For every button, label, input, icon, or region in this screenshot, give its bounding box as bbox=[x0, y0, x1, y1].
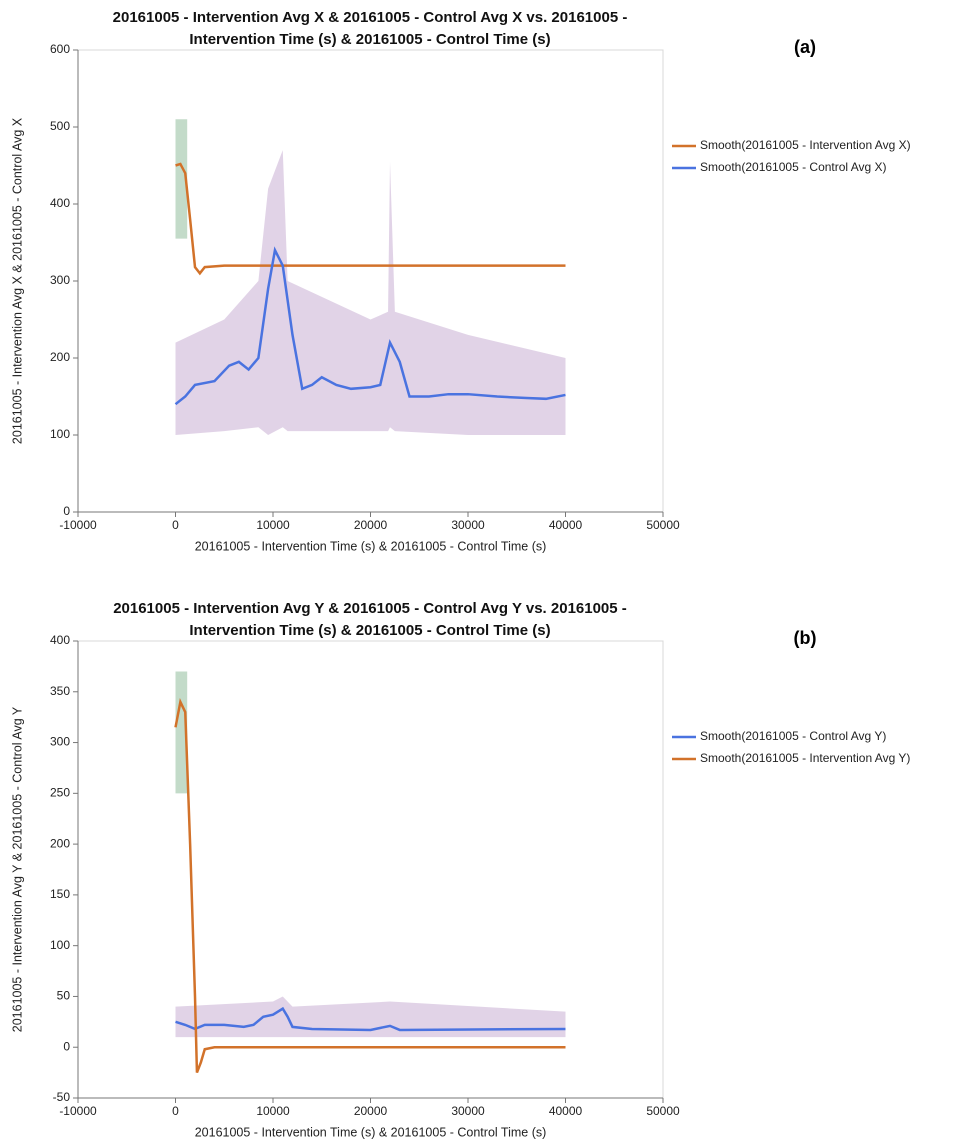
x-tick-label: 10000 bbox=[256, 518, 290, 532]
x-tick-label: 0 bbox=[172, 1104, 179, 1118]
y-tick-label: 50 bbox=[57, 989, 71, 1003]
x-tick-label: 20000 bbox=[354, 1104, 388, 1118]
y-tick-label: 350 bbox=[50, 684, 70, 698]
point-cloud bbox=[175, 996, 566, 1038]
x-tick-label: 50000 bbox=[646, 518, 680, 532]
y-tick-label: 150 bbox=[50, 887, 70, 901]
smooth-line bbox=[174, 246, 566, 406]
y-tick-label: 100 bbox=[50, 427, 70, 441]
x-axis-title: 20161005 - Intervention Time (s) & 20161… bbox=[195, 539, 547, 553]
x-tick-label: -10000 bbox=[59, 518, 97, 532]
chart: 20161005 - Intervention Avg Y & 20161005… bbox=[10, 600, 910, 1139]
panel-label: (a) bbox=[794, 37, 816, 57]
chart: 20161005 - Intervention Avg X & 20161005… bbox=[10, 9, 910, 553]
x-axis-title: 20161005 - Intervention Time (s) & 20161… bbox=[195, 1125, 547, 1139]
x-tick-label: 10000 bbox=[256, 1104, 290, 1118]
y-tick-label: 0 bbox=[63, 1039, 70, 1053]
x-tick-label: 40000 bbox=[549, 1104, 583, 1118]
y-tick-label: 100 bbox=[50, 938, 70, 952]
point-cloud bbox=[175, 150, 566, 435]
plot-frame bbox=[77, 49, 664, 513]
y-tick-label: 400 bbox=[50, 633, 70, 647]
chart-title: Intervention Time (s) & 20161005 - Contr… bbox=[189, 31, 550, 48]
x-tick-label: 0 bbox=[172, 518, 179, 532]
smooth-line bbox=[175, 162, 566, 276]
y-tick-label: 250 bbox=[50, 786, 70, 800]
x-tick-label: 30000 bbox=[451, 1104, 485, 1118]
chart-title: 20161005 - Intervention Avg Y & 20161005… bbox=[113, 600, 627, 617]
y-axis-title: 20161005 - Intervention Avg X & 20161005… bbox=[10, 117, 24, 444]
legend-label: Smooth(20161005 - Intervention Avg Y) bbox=[700, 751, 910, 765]
panel-label: (b) bbox=[794, 628, 817, 648]
y-tick-label: 500 bbox=[50, 119, 70, 133]
y-tick-label: 300 bbox=[50, 273, 70, 287]
legend-label: Smooth(20161005 - Control Avg X) bbox=[700, 160, 887, 174]
y-tick-label: 200 bbox=[50, 350, 70, 364]
y-tick-label: 0 bbox=[63, 504, 70, 518]
y-tick-label: 600 bbox=[50, 42, 70, 56]
x-tick-label: 40000 bbox=[549, 518, 583, 532]
x-tick-label: 20000 bbox=[354, 518, 388, 532]
smooth-line bbox=[175, 1006, 566, 1032]
point-cloud bbox=[175, 671, 188, 794]
x-tick-label: 50000 bbox=[646, 1104, 680, 1118]
point-cloud bbox=[175, 119, 188, 239]
x-tick-label: 30000 bbox=[451, 518, 485, 532]
legend-label: Smooth(20161005 - Intervention Avg X) bbox=[700, 138, 911, 152]
x-tick-label: -10000 bbox=[59, 1104, 97, 1118]
chart-title: Intervention Time (s) & 20161005 - Contr… bbox=[189, 622, 550, 639]
y-axis-title: 20161005 - Intervention Avg Y & 20161005… bbox=[10, 706, 24, 1032]
y-tick-label: -50 bbox=[53, 1090, 71, 1104]
y-tick-label: 300 bbox=[50, 735, 70, 749]
legend-label: Smooth(20161005 - Control Avg Y) bbox=[700, 729, 886, 743]
chart-title: 20161005 - Intervention Avg X & 20161005… bbox=[113, 9, 628, 26]
y-tick-label: 400 bbox=[50, 196, 70, 210]
y-tick-label: 200 bbox=[50, 836, 70, 850]
smooth-line bbox=[174, 697, 566, 1074]
